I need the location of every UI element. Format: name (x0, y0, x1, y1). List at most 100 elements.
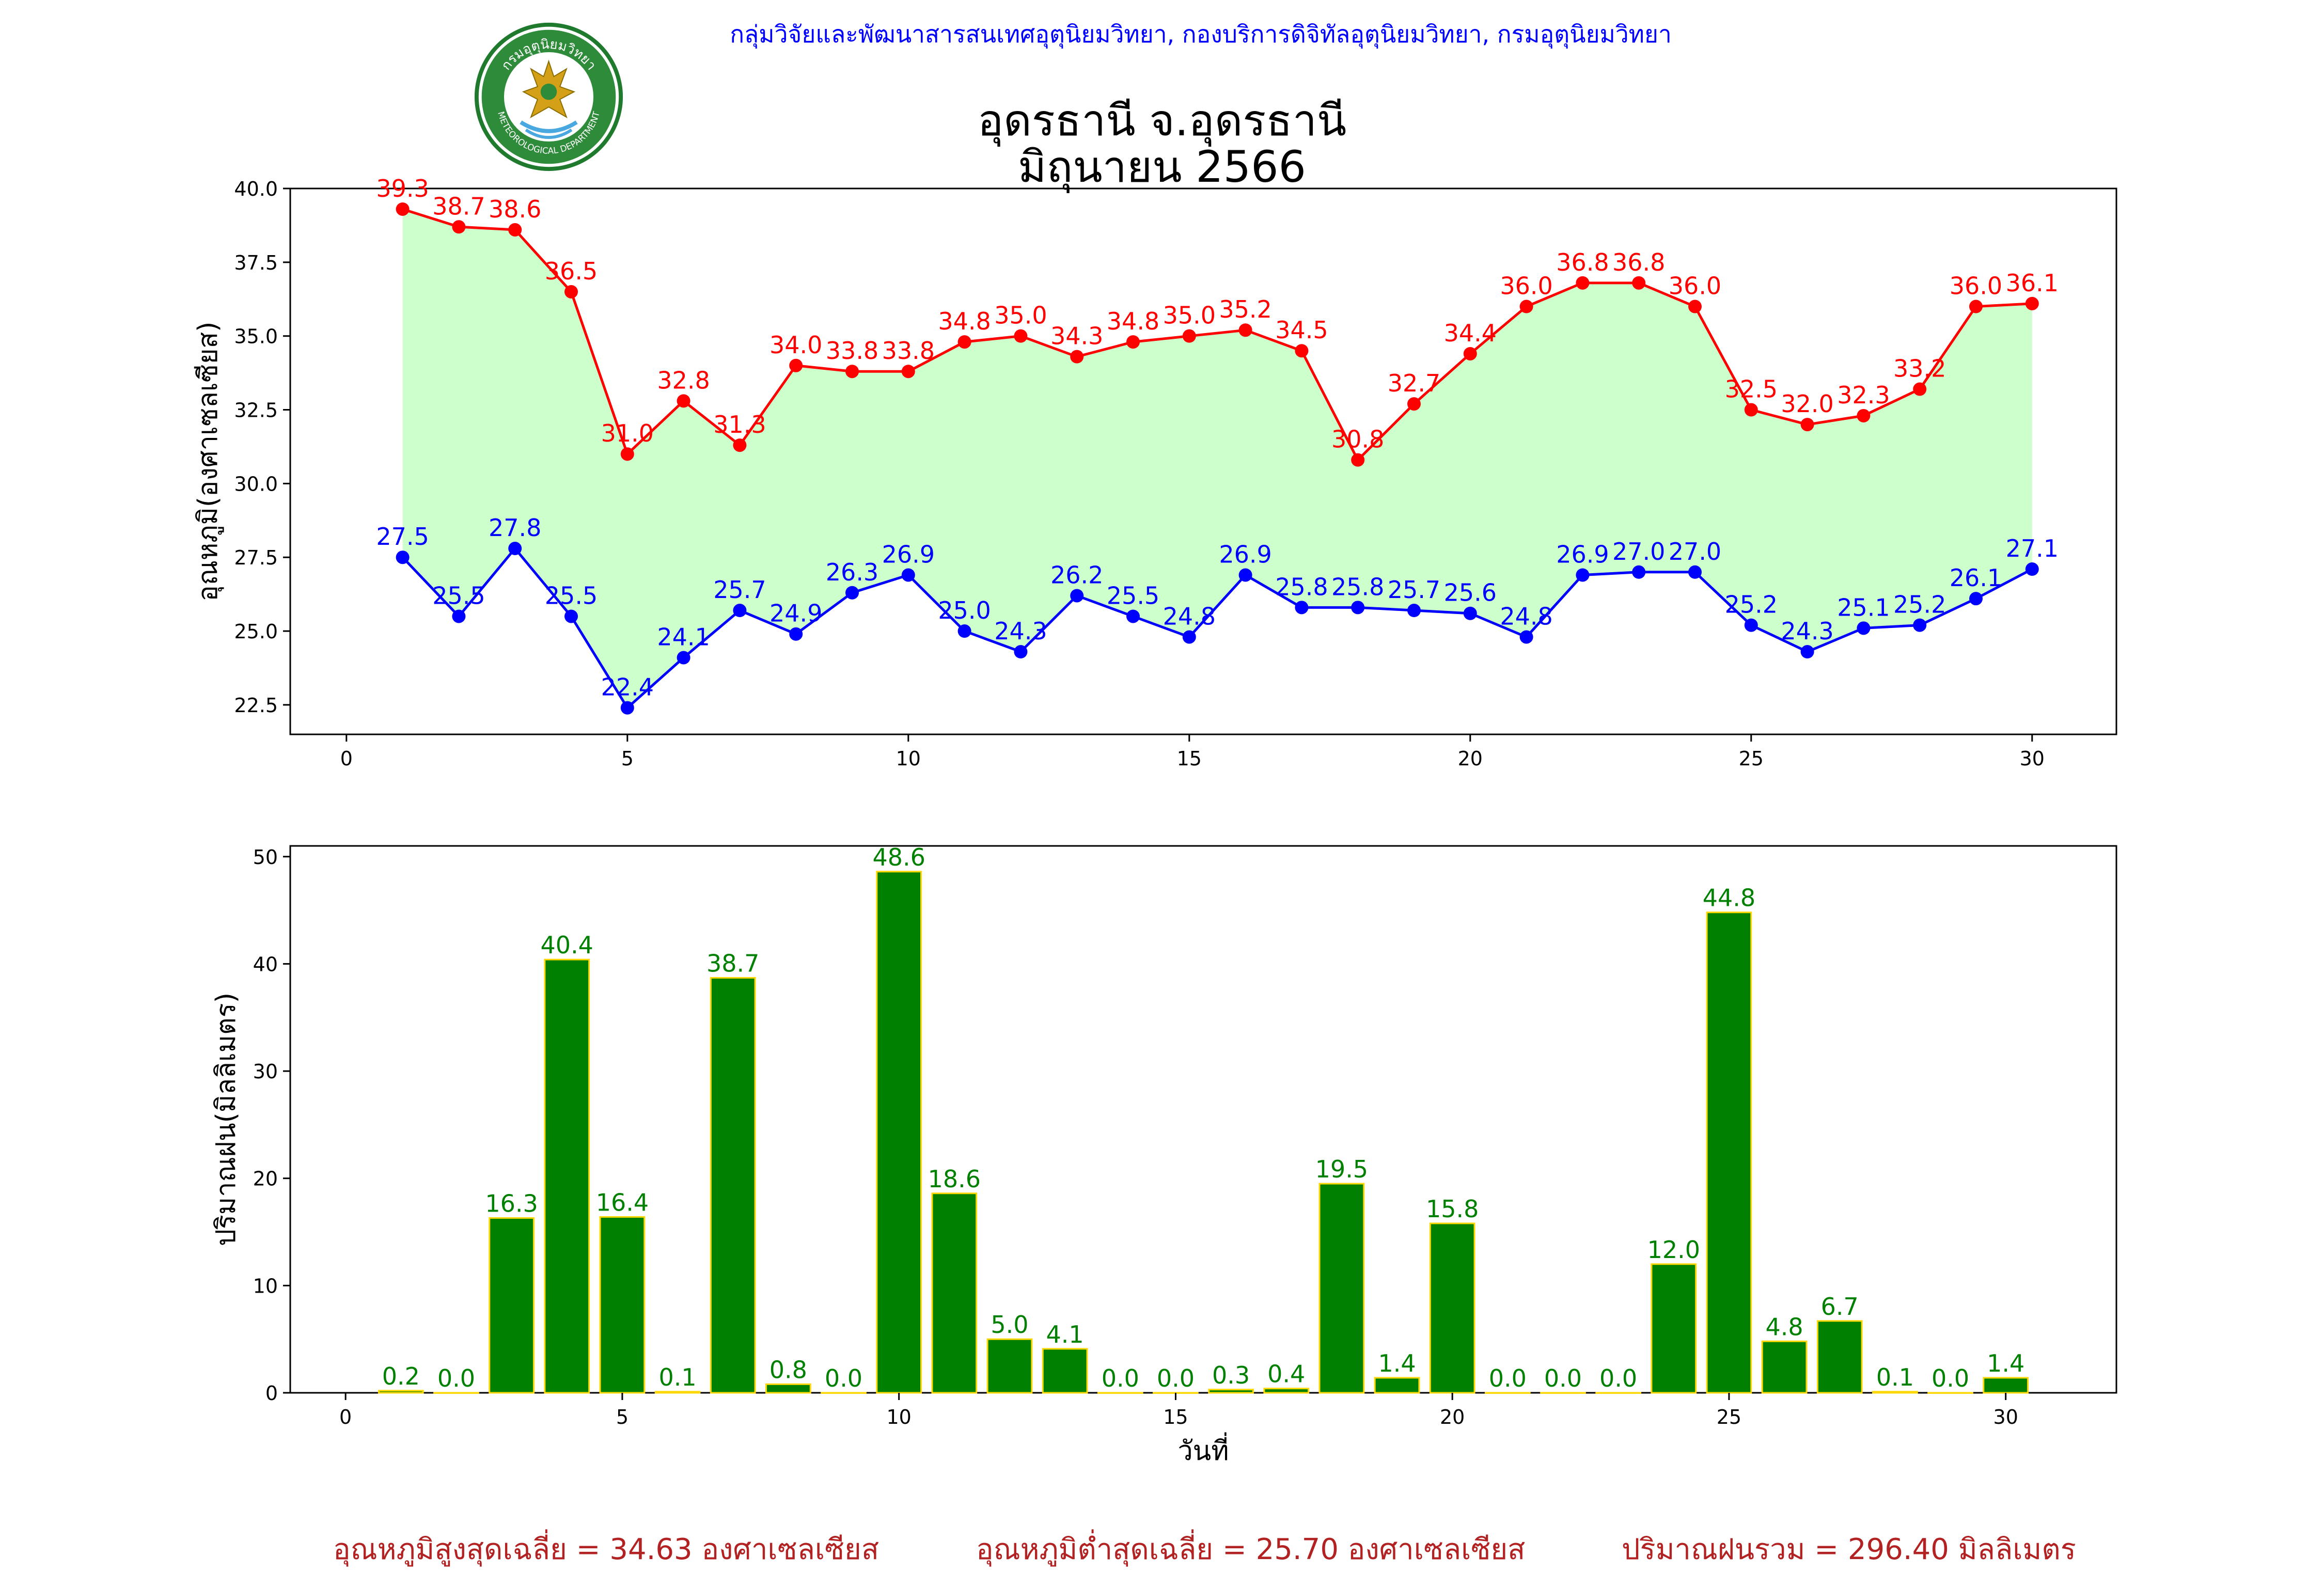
max-temp-point (1463, 347, 1477, 360)
rain-bar (1374, 1377, 1420, 1394)
max-temp-data-label: 36.1 (2006, 269, 2059, 297)
min-temp-data-label: 27.5 (376, 523, 429, 551)
max-temp-point (789, 358, 803, 372)
max-temp-point (1519, 300, 1533, 313)
max-temp-point (1407, 397, 1421, 411)
temperature-chart: 22.5 25.0 27.5 30.0 32.5 35.0 37.5 40.0 0 5 10 15 20… (193, 175, 2117, 770)
temp-y-tick-label: 32.5 (234, 399, 278, 422)
max-temp-point (677, 394, 690, 408)
min-temp-point (1463, 606, 1477, 620)
rain-plot-frame (289, 845, 2117, 1394)
min-temp-point (845, 586, 859, 600)
min-temp-point (564, 609, 578, 623)
rain-data-label: 0.2 (382, 1362, 420, 1390)
max-temp-data-label: 36.5 (545, 257, 598, 285)
max-temp-data-label: 34.4 (1444, 319, 1497, 347)
min-temp-data-label: 25.6 (1444, 579, 1497, 607)
max-temp-point (1688, 300, 1702, 313)
max-temp-data-label: 32.0 (1781, 390, 1833, 418)
min-temp-point (733, 604, 747, 618)
min-temp-point (1744, 618, 1758, 632)
rain-x-tick-label: 20 (1440, 1406, 1465, 1428)
min-temp-point (452, 609, 466, 623)
rain-data-label: 0.0 (1157, 1364, 1195, 1392)
rain-bar (1872, 1391, 1918, 1394)
rain-x-tick-label: 10 (886, 1406, 911, 1428)
rain-x-tick-label: 15 (1163, 1406, 1188, 1428)
rain-data-label: 0.0 (1599, 1364, 1637, 1392)
max-temp-point (452, 220, 466, 234)
min-temp-point (508, 542, 522, 556)
rain-data-label: 0.0 (1544, 1364, 1582, 1392)
min-temp-point (1182, 630, 1196, 644)
rain-data-label: 0.3 (1212, 1361, 1250, 1389)
max-temp-data-label: 38.7 (432, 192, 485, 220)
rain-bar (378, 1390, 424, 1394)
temp-y-tick-label: 35.0 (234, 325, 278, 348)
min-temp-data-label: 25.7 (1388, 576, 1440, 604)
min-temp-data-label: 24.3 (994, 617, 1047, 645)
rain-data-label: 48.6 (872, 843, 925, 871)
max-temp-point (1632, 276, 1646, 290)
rain-bar (1983, 1377, 2029, 1394)
temp-y-tick-label: 25.0 (234, 620, 278, 643)
max-temp-point (620, 447, 634, 461)
max-temp-data-label: 39.3 (376, 175, 429, 202)
rain-data-label: 0.4 (1267, 1360, 1305, 1388)
max-temp-data-label: 30.8 (1331, 426, 1384, 453)
min-temp-data-label: 24.3 (1781, 617, 1833, 645)
rain-data-label: 0.0 (437, 1364, 475, 1392)
max-temp-data-label: 33.8 (882, 337, 935, 365)
min-temp-point (1857, 621, 1871, 635)
max-temp-point (1014, 329, 1028, 343)
rain-y-tick-label: 30 (253, 1060, 278, 1083)
rain-y-tick-label: 40 (253, 953, 278, 976)
rain-bar (986, 1338, 1033, 1394)
min-temp-data-label: 26.2 (1050, 561, 1103, 589)
rain-y-axis-label: ปริมาณฝน(มิลลิเมตร) (211, 993, 242, 1246)
max-temp-point (845, 365, 859, 379)
min-temp-point (789, 627, 803, 641)
max-temp-point (2025, 296, 2039, 310)
min-temp-data-label: 25.5 (432, 581, 485, 609)
min-temp-data-label: 24.8 (1500, 602, 1552, 630)
rain-data-label: 4.8 (1766, 1313, 1803, 1341)
rain-bar (544, 958, 590, 1394)
min-temp-data-label: 25.2 (1893, 591, 1946, 619)
rain-bar (654, 1391, 701, 1394)
max-temp-data-label: 36.0 (1500, 272, 1552, 300)
max-temp-data-label: 33.8 (826, 337, 878, 365)
max-temp-point (1070, 350, 1084, 364)
min-temp-point (1070, 589, 1084, 603)
min-temp-data-label: 24.1 (657, 623, 710, 651)
rain-bar (1651, 1263, 1697, 1394)
min-temp-point (1576, 568, 1590, 582)
temp-y-tick-label: 30.0 (234, 473, 278, 495)
rain-bar (489, 1217, 535, 1394)
rain-x-tick-label: 5 (616, 1406, 629, 1428)
max-temp-data-label: 36.0 (1950, 272, 2002, 300)
rain-x-tick-label: 30 (1993, 1406, 2018, 1428)
rain-bar (1042, 1348, 1088, 1394)
rain-x-tick-label: 25 (1717, 1406, 1741, 1428)
max-temp-data-label: 38.6 (489, 195, 541, 223)
min-temp-data-label: 25.0 (938, 596, 991, 624)
max-temp-data-label: 33.2 (1893, 355, 1946, 383)
rain-bar (1318, 1183, 1365, 1394)
max-temp-point (1351, 453, 1365, 467)
rain-data-label: 1.4 (1378, 1349, 1416, 1377)
max-temp-data-label: 34.5 (1275, 316, 1328, 344)
min-temp-data-label: 25.7 (713, 576, 766, 604)
temp-x-tick-label: 10 (896, 747, 921, 770)
rain-bar (1706, 911, 1752, 1394)
min-temp-data-label: 25.1 (1837, 593, 1890, 621)
max-temp-point (1969, 300, 1983, 313)
max-temp-data-label: 32.7 (1388, 369, 1440, 397)
rain-data-label: 16.4 (596, 1188, 649, 1216)
temp-x-tick-label: 5 (621, 747, 634, 770)
max-temp-point (564, 285, 578, 298)
temp-plot-frame (289, 187, 2117, 735)
min-temp-point (1519, 630, 1533, 644)
rain-data-label: 6.7 (1821, 1293, 1859, 1321)
